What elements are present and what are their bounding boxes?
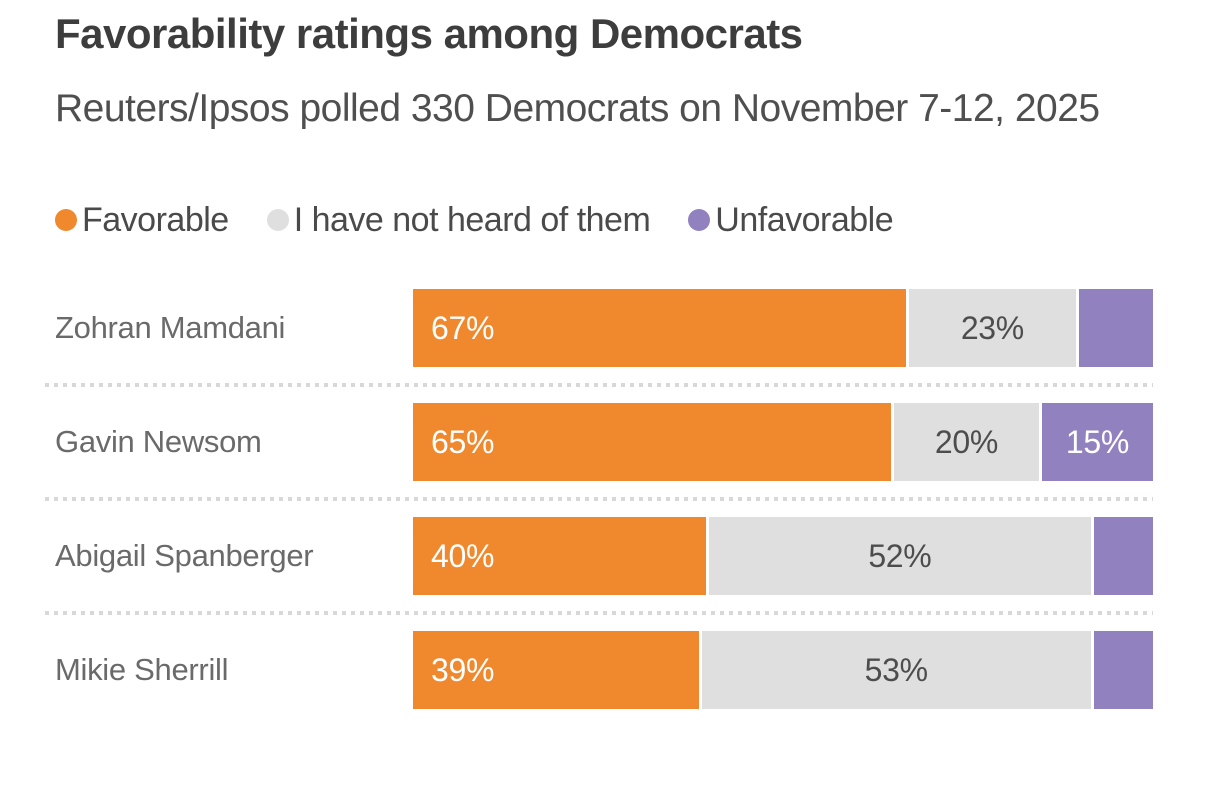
bar-value-label: 40% — [431, 537, 495, 574]
bar-segment-unfavorable — [1078, 289, 1153, 367]
legend-label: Favorable — [82, 200, 229, 239]
row-label: Zohran Mamdani — [55, 310, 286, 345]
legend-item-not_heard: I have not heard of them — [266, 200, 651, 240]
row-separator — [45, 481, 1153, 517]
bar-row: Zohran Mamdani 67% 23% — [55, 289, 1153, 367]
bar-value-label: 15% — [1065, 423, 1130, 460]
bar-track: 65% 20% 15% — [413, 403, 1153, 481]
favorable-dot-icon — [55, 209, 77, 231]
dotted-divider — [45, 383, 1153, 387]
bar-row: Gavin Newsom 65% 20% 15% — [55, 403, 1153, 481]
bar-segment-unfavorable — [1093, 631, 1153, 709]
row-label: Gavin Newsom — [55, 424, 262, 459]
bar-value-label: 67% — [431, 309, 495, 346]
row-separator — [45, 595, 1153, 631]
bar-row: Mikie Sherrill 39% 53% — [55, 631, 1153, 709]
bar-segment-favorable: 39% — [413, 631, 702, 709]
legend-item-unfavorable: Unfavorable — [688, 200, 894, 240]
dotted-divider — [45, 611, 1153, 615]
bar-value-label: 39% — [431, 651, 495, 688]
bar-value-label: 53% — [864, 651, 928, 688]
row-separator — [45, 367, 1153, 403]
bar-value-label: 23% — [960, 309, 1024, 346]
row-label: Abigail Spanberger — [55, 538, 314, 573]
bar-value-label: 65% — [431, 423, 495, 460]
bar-segment-unfavorable — [1093, 517, 1153, 595]
bar-segment-unfavorable: 15% — [1042, 403, 1153, 481]
bar-track: 67% 23% — [413, 289, 1153, 367]
bar-segment-not_heard: 23% — [908, 289, 1079, 367]
bar-segment-not_heard: 52% — [709, 517, 1094, 595]
bar-row: Abigail Spanberger 40% 52% — [55, 517, 1153, 595]
bar-segment-favorable: 40% — [413, 517, 709, 595]
bar-value-label: 52% — [868, 537, 932, 574]
not_heard-dot-icon — [266, 209, 289, 231]
bar-segment-favorable: 67% — [413, 289, 909, 367]
bar-track: 39% 53% — [413, 631, 1153, 709]
bar-segment-not_heard: 53% — [701, 631, 1094, 709]
legend: Favorable I have not heard of them Unfavor… — [55, 198, 1153, 242]
bar-segment-not_heard: 20% — [894, 403, 1042, 481]
row-label: Mikie Sherrill — [55, 652, 229, 687]
legend-label: Unfavorable — [715, 200, 894, 239]
page-subtitle: Reuters/Ipsos polled 330 Democrats on No… — [55, 87, 1100, 130]
unfavorable-dot-icon — [688, 209, 711, 231]
legend-item-favorable: Favorable — [55, 201, 229, 240]
chart: Zohran Mamdani 67% 23% Gavin Newsom 65% 20% 15… — [45, 289, 1153, 709]
legend-label: I have not heard of them — [293, 200, 651, 239]
bar-value-label: 20% — [934, 423, 999, 460]
bar-segment-favorable: 65% — [413, 403, 894, 481]
dotted-divider — [45, 497, 1153, 501]
page-title: Favorability ratings among Democrats — [55, 10, 803, 57]
bar-track: 40% 52% — [413, 517, 1153, 595]
